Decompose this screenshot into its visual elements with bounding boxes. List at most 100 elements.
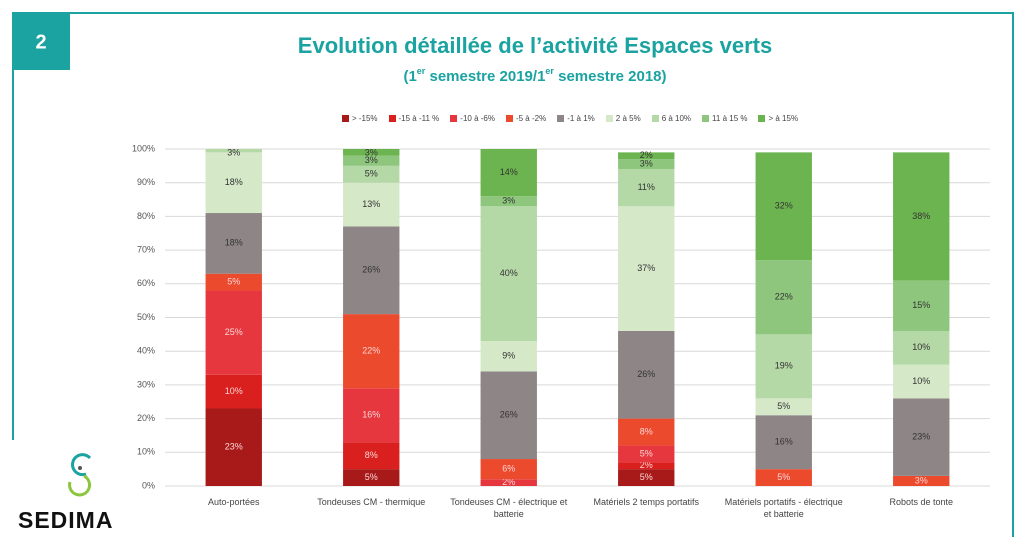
bar-segment — [755, 152, 812, 261]
bar-segment — [205, 152, 262, 214]
value-label: 19% — [775, 361, 793, 371]
bar-segment — [755, 415, 812, 470]
y-tick-label: 100% — [132, 143, 155, 153]
bar-segment — [205, 408, 262, 486]
legend-label: -10 à -6% — [460, 114, 495, 123]
bar-segment — [755, 469, 812, 486]
y-tick-label: 30% — [137, 379, 155, 389]
legend-swatch — [450, 115, 458, 122]
frame — [70, 12, 1014, 537]
value-label: 10% — [912, 342, 930, 352]
legend-item: > -15% — [341, 114, 378, 123]
chart-title: Evolution détaillée de l’activité Espace… — [298, 33, 772, 58]
bar-segment — [480, 371, 537, 460]
legend-label: -1 à 1% — [567, 114, 595, 123]
value-label: 14% — [500, 167, 518, 177]
bar-segment — [343, 469, 400, 486]
bar-segment — [893, 364, 950, 399]
value-label: 2% — [640, 150, 653, 160]
value-label: 22% — [362, 346, 380, 356]
bar-segment — [618, 330, 675, 419]
x-tick-label: Matériels portatifs - électrique et batt… — [724, 497, 843, 519]
y-tick-label: 70% — [137, 244, 155, 254]
bar-segment — [618, 169, 675, 207]
bar-segment — [343, 388, 400, 443]
bar-segment — [343, 155, 400, 166]
bar-segment — [205, 213, 262, 274]
value-label: 5% — [227, 276, 240, 286]
value-label: 26% — [362, 265, 380, 275]
legend: > -15% -15 à -11 % -10 à -6% -5 à -2% -1 à 1… — [150, 114, 990, 123]
bar-segment — [343, 314, 400, 389]
brand: SEDIMA — [18, 507, 113, 533]
y-tick-label: 60% — [137, 278, 155, 288]
value-label: 9% — [502, 351, 515, 361]
legend-label: > à 15% — [768, 114, 799, 123]
bar-segment — [618, 445, 675, 463]
legend-swatch — [505, 115, 513, 122]
value-label: 22% — [775, 292, 793, 302]
value-label: 2% — [502, 477, 515, 487]
figure-number: 2 — [35, 31, 46, 53]
bar-segment — [755, 334, 812, 399]
value-label: 3% — [365, 155, 378, 165]
value-label: 11% — [638, 182, 655, 192]
legend-swatch — [341, 115, 349, 122]
bar-segment — [480, 459, 537, 480]
value-label: 2% — [640, 460, 653, 470]
legend-item: > à 15% — [758, 114, 798, 123]
value-label: 5% — [640, 472, 653, 482]
bar-segment — [618, 152, 675, 160]
bar-segment — [755, 398, 812, 416]
legend-label: -15 à -11 % — [398, 114, 440, 123]
bar-segment — [343, 165, 400, 183]
value-label: 26% — [500, 410, 518, 420]
legend-item: 11 à 15 % — [702, 114, 747, 123]
bar-segment — [343, 182, 400, 227]
value-label: 3% — [640, 159, 653, 169]
value-label: 5% — [640, 448, 653, 458]
bar-segment — [343, 442, 400, 470]
y-tick-label: 90% — [137, 177, 155, 187]
bar-segment — [343, 226, 400, 315]
legend-item: -15 à -11 % — [388, 114, 440, 123]
y-tick-label: 0% — [142, 480, 155, 490]
y-tick-label: 80% — [137, 211, 155, 221]
badge — [12, 12, 70, 70]
y-tick-label: 10% — [137, 447, 155, 457]
bar-segment — [893, 280, 950, 331]
value-label: 23% — [912, 432, 930, 442]
bar-segment — [755, 260, 812, 335]
x-tick-label: Tondeuses CM - thermique — [317, 497, 426, 507]
value-label: 15% — [912, 300, 930, 310]
legend-item: 6 à 10% — [651, 114, 691, 123]
legend-swatch — [557, 115, 565, 122]
chart-subtitle: (1er semestre 2019/1er semestre 2018) — [403, 66, 666, 85]
legend-label: 11 à 15 % — [712, 114, 748, 123]
y-tick-label: 50% — [137, 312, 155, 322]
bar-segment — [205, 374, 262, 409]
value-label: 25% — [225, 327, 243, 337]
value-label: 3% — [502, 196, 515, 206]
subtitle-part: (1 — [403, 68, 416, 85]
bar-segment — [618, 462, 675, 470]
bar-segment — [480, 206, 537, 342]
legend-swatch — [605, 115, 613, 122]
bar-segment — [618, 418, 675, 446]
legend-swatch — [388, 115, 396, 122]
bar-segment — [480, 196, 537, 207]
subtitle-part: semestre 2018) — [554, 68, 667, 85]
value-label: 10% — [912, 376, 930, 386]
value-label: 6% — [502, 464, 515, 474]
value-label: 5% — [365, 169, 378, 179]
value-label: 3% — [227, 147, 240, 157]
legend-label: > -15% — [351, 114, 378, 123]
logo-icon — [68, 453, 92, 497]
value-label: 8% — [365, 450, 378, 460]
value-label: 18% — [225, 238, 243, 248]
value-label: 23% — [225, 442, 243, 452]
bar-segment — [205, 273, 262, 291]
bar-segment — [205, 290, 262, 375]
bar-segment — [205, 149, 262, 153]
